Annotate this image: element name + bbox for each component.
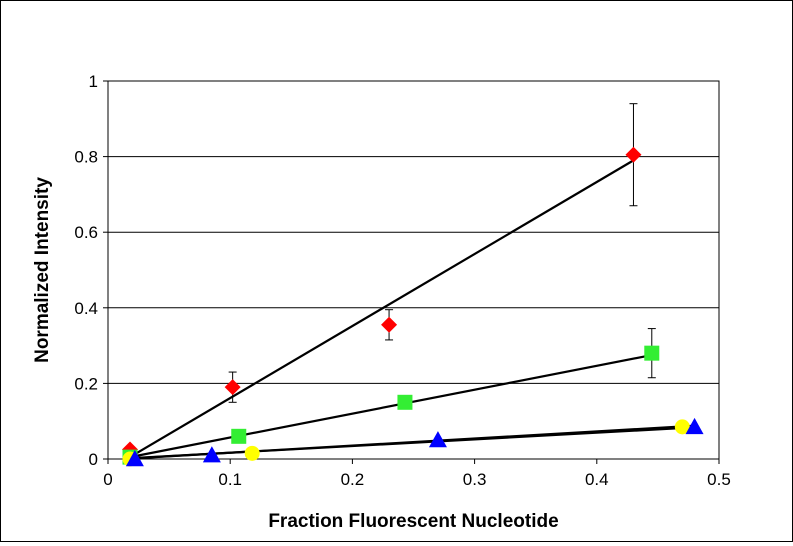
fit-line-square bbox=[129, 353, 653, 459]
y-tick-label: 1 bbox=[89, 72, 98, 91]
y-axis-title: Normalized Intensity bbox=[32, 177, 53, 363]
x-tick-label: 0.3 bbox=[463, 470, 487, 489]
error-bars bbox=[228, 103, 656, 403]
x-tick-label: 0.2 bbox=[341, 470, 365, 489]
circle-point bbox=[244, 445, 260, 461]
diamond-point bbox=[381, 316, 398, 333]
square-point bbox=[397, 394, 413, 410]
square-point bbox=[644, 345, 660, 361]
diamond-point bbox=[625, 146, 642, 163]
triangle-point bbox=[202, 446, 221, 463]
x-tick-label: 0 bbox=[103, 470, 112, 489]
data-markers bbox=[121, 146, 704, 467]
x-tick-label: 0.5 bbox=[707, 470, 731, 489]
y-tick-label: 0.8 bbox=[74, 148, 98, 167]
triangle-point bbox=[428, 431, 447, 448]
x-axis-title: Fraction Fluorescent Nucleotide bbox=[268, 511, 558, 532]
gridlines bbox=[108, 80, 719, 384]
plot-area bbox=[107, 80, 720, 460]
y-tick-label: 0.4 bbox=[74, 299, 98, 318]
square-point bbox=[231, 428, 247, 444]
triangle-point bbox=[125, 450, 144, 467]
fit-lines bbox=[129, 159, 695, 460]
triangle-point bbox=[685, 417, 704, 435]
circle-point bbox=[674, 419, 690, 435]
diamond-point bbox=[224, 379, 241, 396]
y-tick-label: 0.6 bbox=[74, 223, 98, 242]
axis-ticks: 0 0.2 0.4 0.6 0.8 1 0 0.1 0.2 0.3 0.4 0.5 bbox=[74, 72, 730, 489]
y-tick-label: 0.2 bbox=[74, 374, 98, 393]
fit-line-diamond bbox=[129, 159, 635, 459]
x-tick-label: 0.4 bbox=[585, 470, 609, 489]
x-tick-label: 0.1 bbox=[218, 470, 242, 489]
fit-line-triangle bbox=[134, 424, 695, 460]
y-tick-label: 0 bbox=[89, 450, 98, 469]
